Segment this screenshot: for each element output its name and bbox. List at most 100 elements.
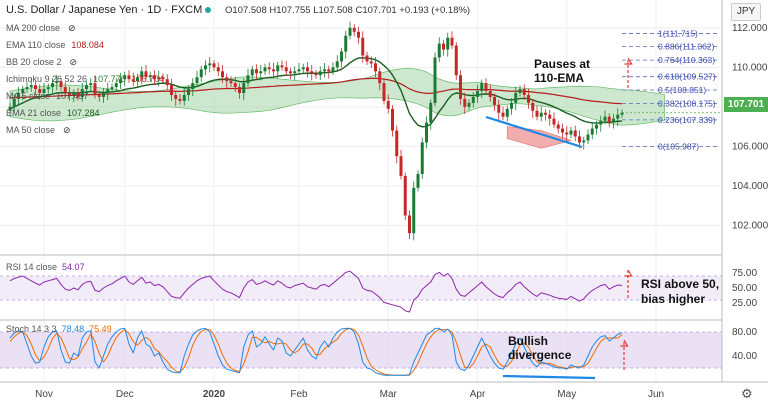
candle-bullish — [590, 128, 594, 135]
hidden-eye-icon[interactable]: ⊘ — [63, 126, 71, 136]
candle-bullish — [595, 124, 598, 129]
candle-bullish — [187, 89, 190, 95]
candle-bearish — [386, 100, 390, 109]
last-price-tag: 107.701 — [724, 97, 768, 112]
candle-bearish — [488, 91, 492, 97]
candle-bearish — [212, 63, 216, 68]
candle-bullish — [136, 77, 139, 82]
stoch-trendline — [502, 374, 596, 380]
stoch-band — [0, 332, 722, 368]
candle-bullish — [250, 69, 254, 76]
candles — [8, 21, 624, 241]
candle-bullish — [182, 94, 186, 101]
candle-bearish — [391, 108, 394, 131]
ohlc-readout: O107.508 H107.755 L107.508 C107.701 +0.1… — [225, 5, 471, 16]
candle-bearish — [63, 87, 67, 94]
candle-bullish — [21, 89, 25, 94]
candle-bullish — [140, 71, 144, 78]
candle-bullish — [55, 81, 59, 84]
candle-bearish — [374, 63, 377, 72]
candle-bearish — [607, 116, 611, 123]
legend-name: MA 50 close — [6, 125, 56, 135]
candle-bullish — [620, 112, 624, 115]
candle-bullish — [293, 71, 297, 74]
candle-bullish — [569, 130, 573, 135]
legend-row[interactable]: EMA 21 close 107.284 — [6, 108, 100, 118]
candle-bearish — [289, 71, 292, 74]
rsi-arrow-head — [624, 269, 633, 277]
candle-bearish — [556, 124, 560, 129]
currency-badge[interactable]: JPY — [731, 3, 761, 21]
candle-bullish — [612, 118, 615, 123]
candle-bearish — [153, 75, 156, 80]
candle-bullish — [437, 43, 441, 58]
legend-row[interactable]: MA 5 close 107.457 — [6, 91, 89, 101]
indicator-panes — [0, 270, 722, 376]
candle-bullish — [208, 63, 212, 66]
candle-bearish — [38, 89, 42, 94]
candle-bullish — [416, 173, 420, 188]
candle-bullish — [123, 75, 127, 80]
candle-bearish — [216, 67, 220, 72]
legend-row[interactable]: MA 50 close ⊘ — [6, 125, 71, 136]
candle-bearish — [361, 37, 365, 56]
fib-level-label: 0.764(110.363) — [658, 55, 715, 65]
candle-bearish — [267, 67, 271, 70]
candle-bullish — [586, 134, 590, 141]
candle-bearish — [497, 104, 501, 113]
fib-level-label: 0.236(107.339) — [658, 115, 716, 125]
candle-bearish — [408, 215, 411, 234]
candle-bearish — [442, 43, 445, 50]
candle-bearish — [565, 132, 569, 135]
hidden-eye-icon[interactable]: ⊘ — [69, 58, 78, 68]
axes: 102.000104.000106.000108.000110.000112.0… — [0, 0, 768, 400]
legend-row[interactable]: Ichimoku 9 26 52 26 107.776 106.704 — [6, 74, 164, 84]
candle-bullish — [348, 27, 352, 36]
candle-bullish — [42, 89, 46, 94]
stoch-tick-label: 40.00 — [732, 351, 757, 362]
candle-bearish — [306, 67, 309, 72]
hidden-eye-icon[interactable]: ⊘ — [68, 24, 76, 34]
annotations-drawings — [485, 57, 633, 380]
legend-name: BB 20 close 2 — [6, 57, 62, 67]
stoch-annotation: Bullish divergence — [508, 334, 572, 362]
live-dot-icon — [205, 7, 211, 13]
candle-bearish — [238, 87, 241, 94]
x-tick-label: May — [557, 389, 576, 400]
candle-bearish — [76, 93, 80, 97]
candle-bearish — [578, 136, 581, 143]
candle-bullish — [46, 87, 50, 90]
candle-bullish — [8, 106, 12, 111]
candle-bearish — [59, 81, 63, 88]
y-tick-label: 110.000 — [732, 62, 768, 73]
candle-bullish — [425, 122, 428, 143]
x-tick-label: Mar — [380, 389, 398, 400]
legend-value: 107.776 — [93, 74, 126, 84]
rsi-tick-label: 50.00 — [732, 283, 757, 294]
price-arrow-head — [624, 57, 633, 65]
x-tick-label: 2020 — [203, 389, 226, 400]
candle-bearish — [284, 67, 288, 72]
candle-bearish — [221, 71, 224, 78]
candle-bearish — [378, 71, 382, 84]
candle-bearish — [544, 112, 547, 115]
candle-bullish — [191, 83, 195, 90]
candle-bullish — [433, 57, 437, 103]
stoch-d-line — [9, 327, 623, 376]
legend-value: 106.704 — [131, 74, 165, 84]
candle-bullish — [510, 102, 513, 109]
y-tick-label: 104.000 — [732, 181, 768, 192]
candle-bearish — [233, 83, 237, 88]
stoch-pane-label: Stoch 14 3 3 78.48 75.49 — [6, 324, 112, 334]
gear-icon[interactable]: ⚙ — [741, 387, 753, 402]
legend-row[interactable]: MA 200 close ⊘ — [6, 23, 76, 34]
candle-bullish — [476, 91, 479, 97]
legend-row[interactable]: EMA 110 close 108.084 — [6, 40, 104, 50]
candle-bullish — [297, 69, 301, 72]
y-tick-label: 112.000 — [732, 23, 768, 34]
legend-row[interactable]: BB 20 close 2 ⊘ — [6, 57, 77, 68]
candle-bullish — [148, 75, 152, 78]
kumo-bearish — [506, 126, 573, 149]
candle-bullish — [263, 67, 267, 72]
